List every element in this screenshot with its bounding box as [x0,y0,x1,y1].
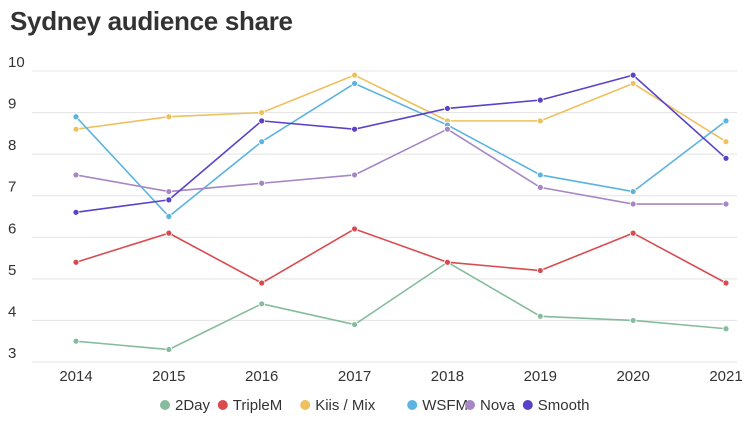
data-point[interactable] [72,208,80,216]
data-point[interactable] [536,312,544,320]
data-point[interactable] [629,71,637,79]
legend-label: Nova [480,397,516,414]
data-point[interactable] [351,321,358,328]
data-point[interactable] [536,96,544,104]
data-point[interactable] [629,188,637,195]
legend-marker [160,400,170,410]
x-tick-label: 2016 [245,368,278,385]
data-point[interactable] [258,138,266,146]
legend-label: Smooth [538,397,590,414]
data-point[interactable] [629,229,637,237]
y-tick-label: 3 [8,345,16,362]
data-point[interactable] [72,113,80,121]
data-point[interactable] [351,80,358,87]
data-point[interactable] [444,258,451,266]
data-point[interactable] [351,71,358,79]
data-point[interactable] [258,117,266,125]
data-point[interactable] [165,346,173,353]
y-tick-label: 4 [8,303,16,320]
x-tick-label: 2018 [431,368,464,385]
y-tick-label: 5 [8,262,16,279]
data-point[interactable] [72,171,80,179]
data-point[interactable] [722,154,730,162]
x-tick-label: 2019 [524,368,557,385]
data-point[interactable] [722,279,730,287]
data-point[interactable] [536,267,544,274]
data-point[interactable] [722,325,730,333]
legend-label: WSFM [422,397,468,414]
data-point[interactable] [351,125,358,133]
x-tick-label: 2017 [338,368,371,385]
x-tick-label: 2020 [616,368,649,385]
series-line-2day [75,261,727,351]
data-point[interactable] [444,105,451,112]
legend-marker [217,400,228,410]
data-point[interactable] [258,179,266,187]
legend-label: TripleM [233,397,282,414]
data-point[interactable] [165,213,173,220]
data-point[interactable] [536,117,544,125]
series-line-nova [75,128,726,205]
data-point[interactable] [536,171,544,179]
data-point[interactable] [629,200,637,208]
data-point[interactable] [72,258,80,266]
data-point[interactable] [722,138,730,146]
legend-marker [300,400,311,410]
y-tick-label: 7 [8,179,16,196]
data-point[interactable] [722,117,730,125]
y-tick-label: 9 [8,96,16,113]
data-point[interactable] [258,279,266,287]
data-point[interactable] [165,196,173,204]
legend-marker [522,400,533,410]
data-point[interactable] [258,109,266,116]
x-tick-label: 2015 [152,368,185,385]
series-line-triplem [75,228,727,284]
legend-marker [465,400,475,410]
data-point[interactable] [722,200,730,208]
data-point[interactable] [165,113,173,121]
data-point[interactable] [351,171,358,179]
data-point[interactable] [536,183,544,191]
y-tick-label: 6 [8,220,16,237]
series-line-smooth [75,74,727,214]
legend-marker [407,400,418,410]
data-point[interactable] [629,317,637,324]
legend-label: Kiis / Mix [315,397,376,414]
data-point[interactable] [258,300,266,308]
data-point[interactable] [72,125,80,133]
data-point[interactable] [444,125,451,133]
data-point[interactable] [165,229,173,237]
y-tick-label: 10 [8,54,25,71]
chart-title: Sydney audience share [10,6,293,36]
x-tick-label: 2021 [709,368,742,385]
data-point[interactable] [351,225,358,233]
data-point[interactable] [165,188,173,195]
x-tick-label: 2014 [59,368,92,385]
series-line-kiis-mix [75,74,727,143]
legend-label: 2Day [175,397,211,414]
data-point[interactable] [72,337,80,345]
data-point[interactable] [629,80,637,87]
y-tick-label: 8 [8,137,16,154]
series-line-wsfm [75,82,727,218]
